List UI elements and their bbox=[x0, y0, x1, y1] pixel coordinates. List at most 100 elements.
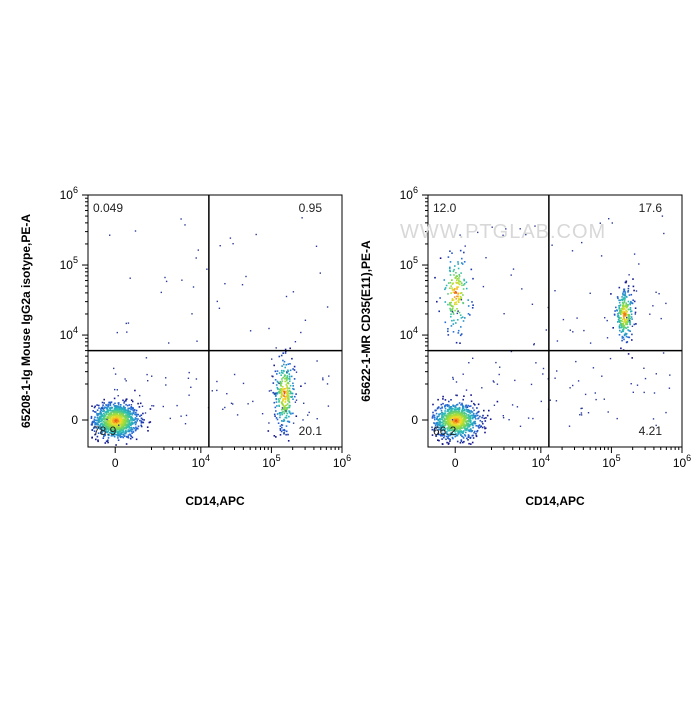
event-dot bbox=[288, 400, 290, 403]
event-dot bbox=[116, 428, 119, 430]
event-dot bbox=[97, 419, 100, 421]
event-dot bbox=[295, 371, 298, 373]
event-dot bbox=[236, 414, 239, 416]
event-dot bbox=[623, 321, 625, 323]
event-dot bbox=[452, 420, 454, 423]
event-dot bbox=[452, 323, 455, 325]
event-dot bbox=[149, 408, 152, 410]
event-dot bbox=[619, 312, 622, 314]
event-dot bbox=[464, 425, 467, 427]
event-dot bbox=[125, 400, 127, 402]
event-dot bbox=[625, 306, 628, 309]
event-dot bbox=[474, 416, 476, 419]
event-dot bbox=[445, 418, 447, 421]
event-dot bbox=[480, 425, 482, 427]
event-dot bbox=[463, 283, 466, 285]
event-dot bbox=[496, 400, 499, 403]
event-dot bbox=[105, 429, 108, 431]
event-dot bbox=[448, 442, 450, 444]
event-dot bbox=[113, 405, 116, 407]
event-dot bbox=[452, 331, 455, 333]
event-dot bbox=[148, 421, 151, 424]
event-dot bbox=[146, 373, 148, 376]
event-dot bbox=[462, 294, 464, 296]
event-dot bbox=[626, 316, 628, 319]
event-dot bbox=[457, 426, 460, 429]
event-dot bbox=[445, 438, 447, 441]
event-dot bbox=[456, 277, 459, 280]
event-dot bbox=[140, 422, 143, 424]
event-dot bbox=[101, 406, 104, 408]
event-dot bbox=[451, 425, 454, 428]
event-dot bbox=[127, 418, 129, 420]
event-dot bbox=[224, 406, 226, 409]
event-dot bbox=[476, 411, 479, 414]
event-dot bbox=[459, 314, 462, 316]
event-dot bbox=[288, 387, 291, 390]
event-dot bbox=[452, 307, 454, 310]
event-dot bbox=[97, 413, 99, 416]
event-dot bbox=[129, 277, 131, 279]
event-dot bbox=[435, 427, 437, 429]
event-dot bbox=[286, 403, 289, 405]
event-dot bbox=[463, 418, 466, 420]
event-dot bbox=[460, 440, 463, 442]
event-dot bbox=[110, 424, 112, 426]
event-dot bbox=[458, 402, 461, 404]
event-dot bbox=[454, 302, 456, 304]
event-dot bbox=[451, 433, 453, 435]
event-dot bbox=[302, 419, 304, 421]
y-tick-label: 106 bbox=[60, 185, 78, 202]
event-dot bbox=[284, 410, 286, 413]
event-dot bbox=[626, 311, 628, 313]
event-dot bbox=[471, 430, 474, 432]
event-dot bbox=[451, 289, 454, 291]
event-dot bbox=[127, 322, 130, 324]
event-dot bbox=[290, 396, 293, 398]
event-dot bbox=[434, 418, 436, 421]
event-dot bbox=[94, 422, 97, 425]
event-dot bbox=[279, 425, 282, 427]
y-axis-title: 65622-1-MR CD35(E11),PE-A bbox=[359, 240, 373, 402]
event-dot bbox=[531, 303, 534, 305]
event-dot bbox=[102, 410, 104, 412]
event-dot bbox=[470, 443, 472, 445]
event-dot bbox=[622, 336, 625, 339]
event-dot bbox=[103, 423, 106, 425]
event-dot bbox=[93, 421, 95, 424]
event-dot bbox=[485, 417, 487, 419]
event-dot bbox=[294, 395, 296, 398]
event-dot bbox=[623, 308, 626, 310]
event-dot bbox=[288, 376, 291, 378]
event-dot bbox=[191, 313, 193, 315]
event-dot bbox=[457, 263, 459, 265]
event-dot bbox=[450, 410, 452, 412]
event-dot bbox=[101, 407, 103, 410]
event-dot bbox=[438, 420, 441, 423]
event-dot bbox=[126, 411, 128, 414]
event-dot bbox=[287, 370, 290, 373]
event-dot bbox=[273, 364, 275, 367]
event-dot bbox=[280, 391, 282, 394]
event-dot bbox=[90, 423, 93, 426]
event-dot bbox=[622, 314, 625, 317]
event-dot bbox=[616, 296, 619, 298]
event-dot bbox=[149, 421, 152, 423]
event-dot bbox=[448, 407, 451, 409]
event-dot bbox=[447, 425, 450, 428]
event-dot bbox=[101, 401, 104, 404]
event-dot bbox=[92, 410, 94, 412]
event-dot bbox=[268, 327, 270, 330]
event-dot bbox=[128, 416, 130, 418]
event-dot bbox=[139, 394, 141, 397]
event-dot bbox=[533, 344, 535, 346]
event-dot bbox=[631, 357, 633, 359]
event-dot bbox=[446, 413, 449, 415]
event-dot bbox=[101, 422, 103, 425]
event-dot bbox=[274, 415, 276, 417]
event-dot bbox=[100, 417, 102, 419]
event-dot bbox=[308, 411, 310, 414]
event-dot bbox=[121, 416, 123, 418]
event-dot bbox=[635, 323, 637, 325]
event-dot bbox=[453, 417, 456, 420]
